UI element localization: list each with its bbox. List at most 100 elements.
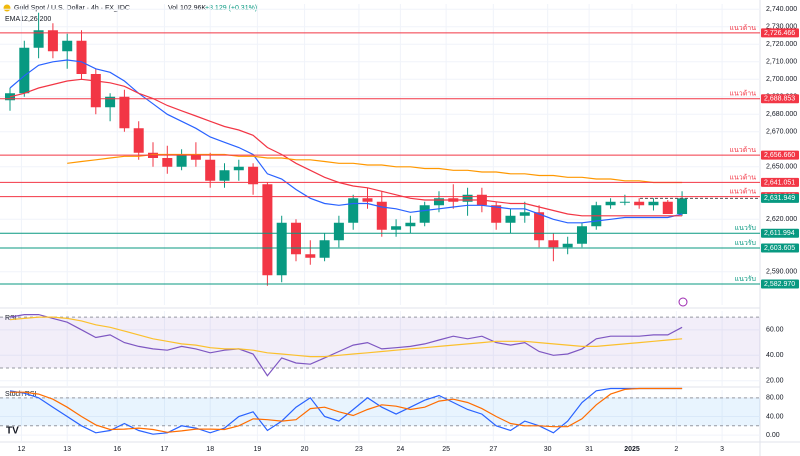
price-tag-label: 2,611.994 xyxy=(764,230,795,237)
candle-body xyxy=(305,254,316,258)
line-series xyxy=(9,387,683,435)
price-tag-label: 2,603.605 xyxy=(764,245,795,252)
candle-body xyxy=(276,222,287,276)
candle-body xyxy=(62,40,73,52)
candle-body xyxy=(648,201,659,206)
x-tick-label: 30 xyxy=(544,446,552,453)
level-label: แนวต้าน xyxy=(730,90,757,98)
level-label: แนวต้าน xyxy=(730,173,757,181)
x-tick-label: 25 xyxy=(442,446,450,453)
candle-body xyxy=(634,201,645,206)
candle-body xyxy=(90,74,101,108)
candle-body xyxy=(190,154,201,160)
candle-body xyxy=(33,30,44,48)
candle-body xyxy=(391,226,402,230)
price-tag xyxy=(761,228,799,238)
candle-body xyxy=(119,96,130,129)
level-label: แนวต้าน xyxy=(730,146,757,154)
x-tick-label: 27 xyxy=(489,446,497,453)
line-series xyxy=(10,387,683,433)
y-tick-label: 40.00 xyxy=(766,413,784,420)
level-label: แนวรับ xyxy=(735,224,756,232)
candle-body xyxy=(47,30,58,52)
x-tick-label: 24 xyxy=(396,446,404,453)
candle-body xyxy=(419,205,430,223)
candle-body xyxy=(605,201,616,206)
candle-body xyxy=(362,198,373,202)
last-price-label: 2,631.949 xyxy=(764,195,795,202)
line-series xyxy=(9,59,683,224)
volume-label: Vol xyxy=(168,5,178,12)
y-tick-label: 2,670.000 xyxy=(766,129,797,136)
candle-body xyxy=(519,212,530,216)
candle-body xyxy=(491,205,502,223)
candle-body xyxy=(19,47,30,94)
candle-body xyxy=(548,240,559,248)
x-tick-label: 23 xyxy=(355,446,363,453)
stoch-title[interactable]: Stoch RSI xyxy=(5,391,37,398)
x-tick-label: 20 xyxy=(301,446,309,453)
price-tag-label: 2,641.051 xyxy=(764,179,795,186)
price-tag-label: 2,688.853 xyxy=(764,96,795,103)
y-tick-label: 2,620.000 xyxy=(766,216,797,223)
volume: 102.96K xyxy=(180,5,206,12)
indicator-label[interactable]: EMA12,26,200 xyxy=(5,16,51,23)
x-tick-label: 2025 xyxy=(624,446,640,453)
y-tick-label: 20.00 xyxy=(766,378,784,385)
candle-body xyxy=(76,40,87,74)
line-series xyxy=(9,316,683,358)
candle-body xyxy=(348,198,359,223)
candle-body xyxy=(662,201,673,214)
candle-body xyxy=(333,222,344,241)
logo: TV xyxy=(6,426,19,437)
candle-body xyxy=(376,201,387,230)
y-tick-label: 60.00 xyxy=(766,327,784,334)
line-series xyxy=(9,78,683,217)
band xyxy=(0,397,760,426)
price-tag xyxy=(761,177,799,187)
candle-body xyxy=(462,194,473,202)
candle-body xyxy=(405,222,416,227)
price-tag xyxy=(761,243,799,253)
y-tick-label: 2,590.000 xyxy=(766,269,797,276)
candle-body xyxy=(319,240,330,258)
price-tag xyxy=(761,193,799,203)
candle-body xyxy=(505,215,516,223)
y-tick-label: 2,710.000 xyxy=(766,59,797,66)
line-series xyxy=(9,314,683,377)
candle-body xyxy=(176,154,187,167)
candle-body xyxy=(677,198,688,214)
x-tick-label: 16 xyxy=(113,446,121,453)
y-tick-label: 0.00 xyxy=(766,432,780,439)
candle-body xyxy=(262,184,273,276)
y-tick-label: 40.00 xyxy=(766,352,784,359)
y-tick-label: 2,730.000 xyxy=(766,24,797,31)
price-tag xyxy=(761,150,799,160)
level-label: แนวรับ xyxy=(735,239,756,247)
candle-body xyxy=(534,212,545,241)
y-tick-label: 2,720.000 xyxy=(766,41,797,48)
line-series xyxy=(67,153,683,184)
x-tick-label: 18 xyxy=(206,446,214,453)
price-tag-label: 2,582.970 xyxy=(764,281,795,288)
price-tag-label: 2,726.466 xyxy=(764,30,795,37)
x-tick-label: 3 xyxy=(720,446,724,453)
price-tag xyxy=(761,279,799,289)
change: +8.129 (+0.31%) xyxy=(205,5,257,12)
candle-body xyxy=(219,170,230,181)
x-tick-label: 19 xyxy=(253,446,261,453)
rsi-title[interactable]: RSI xyxy=(5,315,17,322)
level-label: แนวรับ xyxy=(735,275,756,283)
x-tick-label: 12 xyxy=(18,446,26,453)
symbol-icon xyxy=(3,4,11,12)
alert-icon[interactable] xyxy=(678,297,688,307)
symbol[interactable]: Gold Spot / U.S. Dollar · 4h · FX_IDC xyxy=(14,5,130,12)
x-tick-label: 2 xyxy=(674,446,678,453)
price-tag-label: 2,656.660 xyxy=(764,152,795,159)
candle-body xyxy=(248,166,259,185)
candle-body xyxy=(433,198,444,206)
candle-body xyxy=(619,201,630,203)
candle-body xyxy=(205,159,216,181)
y-tick-label: 2,680.000 xyxy=(766,111,797,118)
